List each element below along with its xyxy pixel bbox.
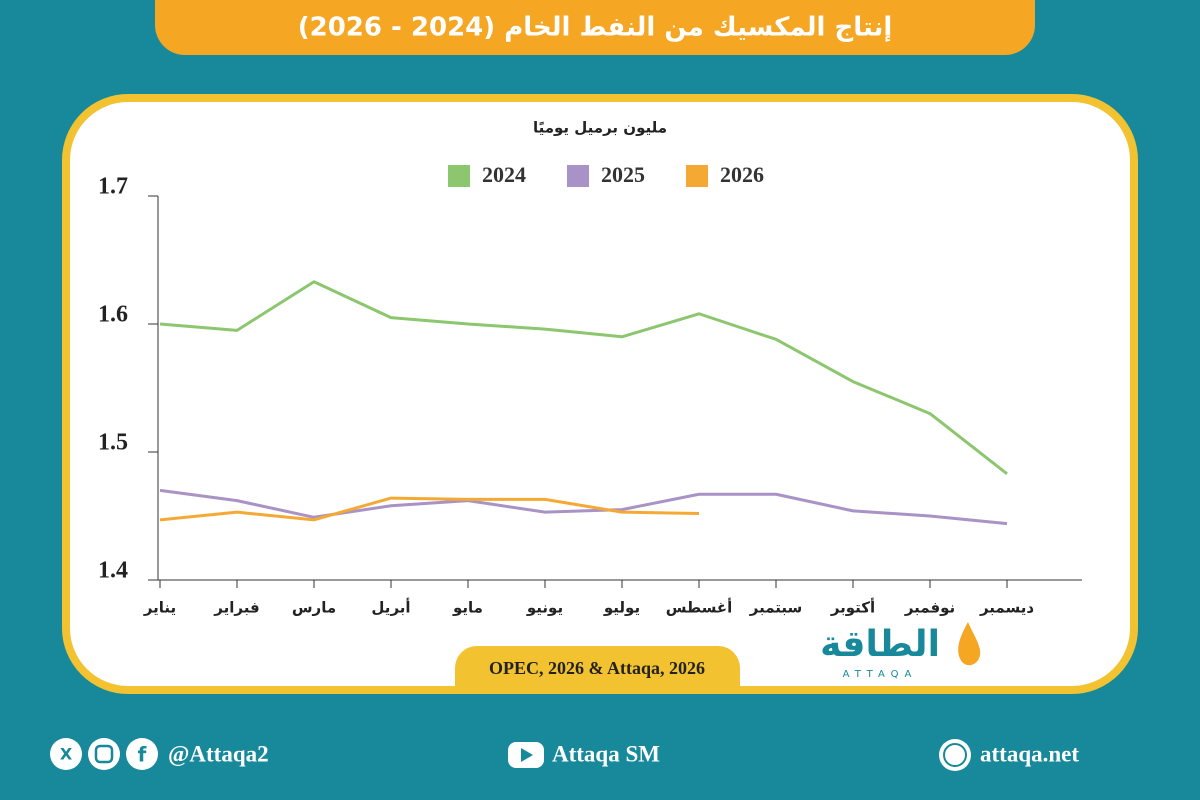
- x-tick-label: أكتوبر: [830, 598, 875, 617]
- x-tick-label: فبراير: [213, 599, 259, 617]
- x-tick-label: يونيو: [526, 599, 563, 617]
- svg-text:X: X: [60, 745, 73, 764]
- footer-website: attaqa.net: [980, 741, 1079, 766]
- footer-social: @Attaqa2: [168, 741, 269, 767]
- x-tick-label: سبتمبر: [749, 599, 803, 617]
- y-tick-label: 1.6: [98, 302, 128, 328]
- logo: الطاقة: [820, 624, 940, 665]
- y-tick-label: 1.4: [98, 558, 128, 584]
- x-tick-label: نوفمبر: [904, 599, 955, 617]
- source: OPEC, 2026 & Attaqa, 2026: [489, 658, 705, 678]
- social-icons: X f: [50, 738, 158, 770]
- y-axis-label: مليون برميل يوميًا: [533, 119, 667, 137]
- legend-swatch: [686, 165, 708, 187]
- x-tick-label: أبريل: [371, 598, 410, 617]
- legend-swatch: [448, 165, 470, 187]
- series-line: [159, 280, 1008, 475]
- source-pill: [455, 646, 740, 690]
- series-line: [159, 496, 700, 522]
- legend-swatch: [567, 165, 589, 187]
- series-line: [159, 488, 1008, 526]
- title-banner: [155, 0, 1035, 55]
- x-tick-label: مايو: [452, 599, 483, 617]
- legend-label: 2025: [601, 162, 645, 187]
- web-icon-globe: [943, 743, 967, 767]
- chart-title: إنتاج المكسيك من النفط الخام (2024 - 202…: [298, 13, 893, 43]
- x-tick-label: يوليو: [603, 599, 640, 617]
- x-tick-label: أغسطس: [666, 598, 732, 617]
- footer-youtube: Attaqa SM: [552, 741, 660, 766]
- y-tick-label: 1.7: [98, 174, 128, 200]
- x-tick-label: يناير: [143, 599, 176, 617]
- legend-label: 2026: [720, 162, 764, 187]
- logo-drop: [958, 622, 981, 666]
- legend-label: 2024: [482, 162, 526, 187]
- x-tick-label: ديسمبر: [979, 599, 1034, 617]
- svg-text:f: f: [138, 743, 147, 767]
- youtube-play: [521, 748, 533, 762]
- x-tick-label: مارس: [292, 599, 336, 617]
- logo-sub: ATTAQA: [843, 669, 918, 680]
- y-tick-label: 1.5: [98, 430, 128, 456]
